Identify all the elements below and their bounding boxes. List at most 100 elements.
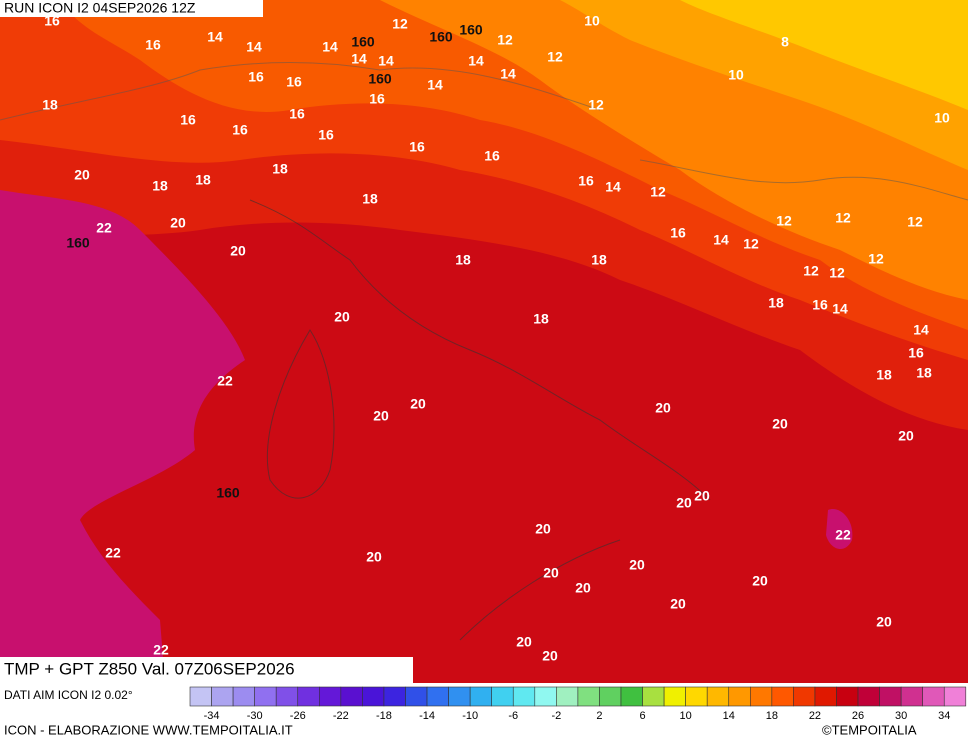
colorbar-swatch: [232, 686, 255, 707]
colorbar-swatch: [491, 686, 514, 707]
colorbar-swatch: [405, 686, 428, 707]
contour-label: 18: [876, 367, 892, 383]
colorbar-swatch: [599, 686, 622, 707]
contour-label: 14: [500, 66, 516, 82]
contour-label: 16: [369, 91, 385, 107]
zone-22: [0, 190, 245, 683]
contour-label: 20: [898, 428, 914, 444]
contour-label: 22: [105, 545, 121, 561]
colorbar-swatch: [749, 686, 773, 707]
colorbar-tick-label: 10: [680, 710, 692, 722]
colorbar-swatch: [728, 686, 751, 707]
contour-label: 160: [216, 485, 240, 501]
contour-label: 12: [803, 263, 819, 279]
colorbar-swatch: [426, 686, 449, 707]
colorbar-tick-label: 14: [723, 710, 735, 722]
zone-22-small: [826, 509, 853, 550]
contour-label: 16: [180, 112, 196, 128]
contour-label: 18: [768, 295, 784, 311]
colorbar-swatch: [943, 686, 967, 707]
contour-label: 20: [629, 557, 645, 573]
contour-label: 14: [468, 53, 484, 69]
colorbar-swatch: [620, 686, 643, 707]
colorbar-swatch: [211, 686, 234, 707]
contour-label: 12: [907, 214, 923, 230]
contour-label: 14: [713, 232, 729, 248]
contour-label: 22: [153, 642, 169, 658]
contour-label: 16: [484, 148, 500, 164]
contour-label: 16: [409, 139, 425, 155]
contour-label: 20: [670, 596, 686, 612]
contour-label: 12: [743, 236, 759, 252]
source-label: DATI AIM ICON I2 0.02°: [4, 688, 133, 702]
contour-label: 160: [368, 71, 392, 87]
contour-label: 16: [812, 297, 828, 313]
colorbar-tick-label: -2: [551, 710, 561, 722]
colorbar-swatch: [577, 686, 600, 707]
colorbar-swatch: [362, 686, 385, 707]
colorbar-swatch: [857, 686, 880, 707]
colorbar-swatch: [512, 686, 536, 707]
colorbar-tick-label: -30: [247, 710, 263, 722]
run-label: RUN ICON I2 04SEP2026 12Z: [4, 0, 196, 16]
contour-label: 160: [429, 29, 453, 45]
contour-label: 14: [913, 322, 929, 338]
colorbar-tick-label: -6: [508, 710, 518, 722]
colorbar-tick-label: 2: [596, 710, 602, 722]
contour-label: 22: [96, 220, 112, 236]
contour-label: 14: [378, 53, 394, 69]
contour-label: 14: [322, 39, 338, 55]
colorbar-swatch: [663, 686, 686, 707]
contour-label: 10: [728, 67, 744, 83]
colorbar-swatch: [771, 686, 794, 707]
contour-label: 12: [497, 32, 513, 48]
title-box: [0, 657, 413, 683]
contour-label: 12: [588, 97, 604, 113]
contour-label: 20: [575, 580, 591, 596]
contour-label: 10: [934, 110, 950, 126]
contour-label: 18: [152, 178, 168, 194]
contour-label: 16: [248, 69, 264, 85]
contour-label: 12: [868, 251, 884, 267]
colorbar-swatch: [685, 686, 708, 707]
colorbar-tick-label: 18: [766, 710, 778, 722]
contour-label: 16: [670, 225, 686, 241]
contour-label: 12: [650, 184, 666, 200]
colorbar-tick-label: -22: [333, 710, 349, 722]
contour-label: 14: [832, 301, 848, 317]
contour-label: 20: [655, 400, 671, 416]
colorbar-swatch: [879, 686, 902, 707]
colorbar-swatch: [448, 686, 471, 707]
contour-label: 14: [427, 77, 443, 93]
contour-label: 12: [829, 265, 845, 281]
colorbar-tick-label: 34: [938, 710, 950, 722]
contour-label: 160: [351, 34, 375, 50]
contour-label: 22: [835, 527, 851, 543]
contour-label: 20: [542, 648, 558, 664]
contour-label: 20: [366, 549, 382, 565]
colorbar-swatch: [706, 686, 730, 707]
contour-label: 12: [547, 49, 563, 65]
contour-label: 14: [246, 39, 262, 55]
contour-label: 18: [362, 191, 378, 207]
colorbar-swatch: [642, 686, 665, 707]
credit-label: ICON - ELABORAZIONE WWW.TEMPOITALIA.IT: [4, 722, 293, 737]
border: [0, 62, 968, 201]
contour-label: 20: [694, 488, 710, 504]
contour-label: 20: [535, 521, 551, 537]
contour-label: 14: [207, 29, 223, 45]
contour-label: 20: [876, 614, 892, 630]
colorbar-swatch: [383, 686, 406, 707]
contour-label: 18: [455, 252, 471, 268]
colorbar-tick-label: 26: [852, 710, 864, 722]
colorbar-tick-label: 6: [639, 710, 645, 722]
colorbar-swatch: [254, 686, 277, 707]
contour-label: 18: [195, 172, 211, 188]
contour-label: 160: [66, 235, 90, 251]
contour-label: 16: [145, 37, 161, 53]
contour-label: 22: [217, 373, 233, 389]
contour-label: 18: [533, 311, 549, 327]
contour-label: 18: [591, 252, 607, 268]
colorbar-tick-label: -34: [204, 710, 220, 722]
